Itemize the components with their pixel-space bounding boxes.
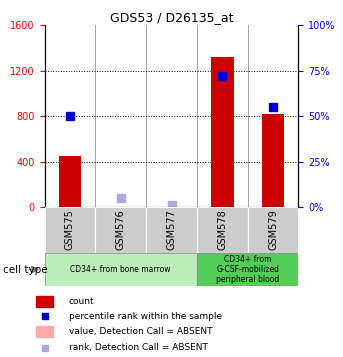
Bar: [146, 207, 197, 253]
Bar: [197, 207, 248, 253]
Point: [169, 202, 174, 208]
Text: percentile rank within the sample: percentile rank within the sample: [69, 312, 222, 321]
Text: cell type: cell type: [3, 265, 48, 275]
Text: GSM577: GSM577: [166, 209, 177, 250]
Text: count: count: [69, 297, 94, 306]
Text: GSM575: GSM575: [65, 209, 75, 250]
Bar: [45, 207, 95, 253]
Point: [270, 104, 276, 110]
Point: [67, 113, 73, 119]
Bar: [95, 207, 146, 253]
Bar: [211, 57, 234, 207]
Bar: [197, 253, 298, 286]
Text: CD34+ from
G-CSF-mobilized
peripheral blood: CD34+ from G-CSF-mobilized peripheral bl…: [216, 255, 279, 285]
Bar: [36, 326, 53, 337]
Title: GDS53 / D26135_at: GDS53 / D26135_at: [110, 11, 233, 24]
Text: GSM578: GSM578: [217, 209, 227, 250]
Bar: [59, 156, 81, 207]
Bar: [262, 114, 284, 207]
Text: rank, Detection Call = ABSENT: rank, Detection Call = ABSENT: [69, 343, 208, 352]
Bar: [36, 296, 53, 307]
Bar: [45, 253, 197, 286]
Point: [220, 73, 225, 79]
Text: CD34+ from bone marrow: CD34+ from bone marrow: [70, 265, 171, 274]
Bar: [248, 207, 298, 253]
Text: GSM576: GSM576: [116, 209, 126, 250]
Point: [118, 195, 123, 201]
Text: GSM579: GSM579: [268, 209, 278, 250]
Text: value, Detection Call = ABSENT: value, Detection Call = ABSENT: [69, 327, 212, 336]
